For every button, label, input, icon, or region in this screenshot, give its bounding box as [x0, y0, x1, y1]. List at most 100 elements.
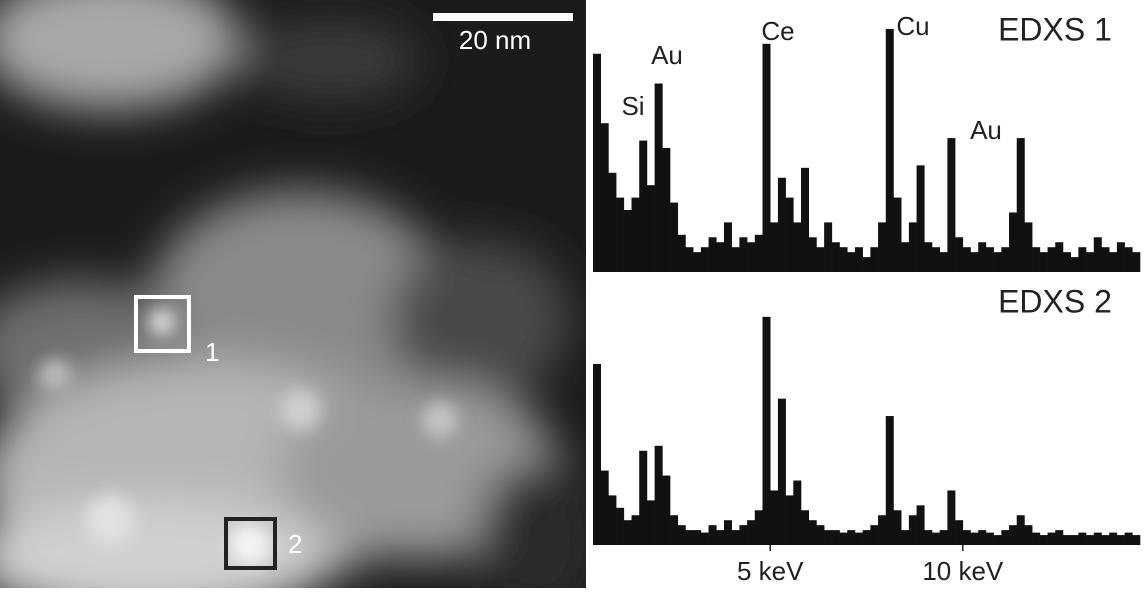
spectrum-bar	[1078, 532, 1087, 545]
spectrum-bar	[885, 416, 894, 545]
spectrum-bar	[1047, 247, 1056, 272]
spectrum-bar	[639, 140, 648, 272]
spectrum-bar	[993, 252, 1002, 272]
spectrum-bar	[870, 525, 879, 545]
spectrum-bar	[916, 505, 925, 545]
spectrum-bar	[1070, 535, 1079, 545]
spectrum-bar	[793, 480, 802, 545]
spectrum-bar	[1001, 247, 1010, 272]
spectrum-bar	[631, 197, 640, 272]
spectrum-bar	[839, 247, 848, 272]
spectrum-bar	[955, 237, 964, 272]
spectrum-bar	[731, 247, 740, 272]
scale-bar	[433, 13, 573, 21]
spectrum-bar	[1124, 247, 1133, 272]
spectrum-bar	[816, 247, 825, 272]
spectrum-bar	[670, 515, 679, 545]
spectrum-bar	[739, 237, 748, 272]
spectrum-bar	[1101, 247, 1110, 272]
spectrum-bar	[854, 247, 863, 272]
spectrum-bar	[962, 247, 971, 272]
spectrum-bar	[978, 242, 987, 272]
spectrum-bar	[670, 202, 679, 272]
x-tick-label: 10 keV	[922, 556, 1004, 586]
spectrum-bar	[693, 530, 702, 545]
spectrum-bar	[793, 222, 802, 272]
spectrum-bar	[747, 242, 756, 272]
spectrum-bar	[985, 247, 994, 272]
spectrum-bar	[808, 237, 817, 272]
spectrum-bar	[962, 530, 971, 545]
spectrum-bar	[600, 123, 609, 272]
spectrum-bar	[593, 53, 602, 273]
region-box	[224, 517, 277, 570]
spectrum-bar	[623, 210, 632, 272]
peak-label: Cu	[896, 11, 929, 41]
spectrum-bar	[970, 532, 979, 545]
spectrum-bar	[708, 237, 717, 272]
spectrum-bar	[993, 535, 1002, 545]
spectrum-bar	[847, 252, 856, 272]
spectrum-bar	[854, 532, 863, 545]
spectrum-bar	[616, 507, 625, 545]
spectrum-bar	[754, 510, 763, 545]
spectrum-bar	[600, 470, 609, 545]
spectrum-bar	[1039, 252, 1048, 272]
spectrum-bar	[1093, 237, 1102, 272]
spectrum-bar	[947, 138, 956, 272]
spectrum-bar	[947, 490, 956, 545]
spectrum-bar	[1009, 212, 1018, 272]
spectrum-bar	[646, 185, 655, 272]
stem-image: 20 nm 1 2	[0, 0, 586, 588]
x-tick-label: 5 keV	[737, 556, 804, 586]
image-particles	[39, 308, 458, 565]
spectrum-bar	[893, 510, 902, 545]
spectrum-bar	[847, 530, 856, 545]
spectrum-bar	[1109, 532, 1118, 545]
spectrum-bar	[700, 532, 709, 545]
spectrum-bar	[862, 530, 871, 545]
spectrum-bar	[824, 222, 833, 272]
spectrum-title: EDXS 2	[998, 283, 1112, 319]
spectrum-bar	[908, 515, 917, 545]
spectrum-bar	[1024, 525, 1033, 545]
peak-label: Au	[970, 115, 1002, 145]
spectrum-bar	[978, 530, 987, 545]
spectrum-bar	[616, 197, 625, 272]
spectrum-bar	[654, 83, 663, 273]
spectrum-bar	[808, 520, 817, 545]
spectrum-bar	[1055, 242, 1064, 272]
spectrum-bar	[685, 530, 694, 545]
spectrum-bar	[693, 252, 702, 272]
peak-label: Si	[621, 91, 644, 121]
spectrum-bar	[677, 525, 686, 545]
spectrum-bar	[1039, 535, 1048, 545]
spectrum-bar	[1055, 530, 1064, 545]
region-label: 1	[205, 337, 219, 367]
spectrum-bar	[1001, 530, 1010, 545]
spectrum-bar	[1062, 535, 1071, 545]
spectrum-bar	[1124, 532, 1133, 545]
spectrum-bar	[608, 495, 617, 545]
spectrum-bar	[1086, 535, 1095, 545]
spectrum-bar	[831, 242, 840, 272]
spectrum-bar	[1132, 535, 1141, 545]
spectrum-bar	[1024, 222, 1033, 272]
spectrum-bar	[939, 530, 948, 545]
spectrum-bar	[762, 43, 771, 273]
spectrum-bar	[862, 257, 871, 272]
spectrum-bar	[623, 520, 632, 545]
spectrum-bar	[608, 172, 617, 272]
spectrum-bar	[1093, 532, 1102, 545]
spectrum-bar	[708, 525, 717, 545]
spectrum-bar	[1062, 252, 1071, 272]
spectrum-bar	[646, 500, 655, 545]
spectrum-bar	[785, 197, 794, 272]
spectrum-bar	[677, 234, 686, 272]
spectrum-bar	[878, 222, 887, 272]
spectrum-bar	[1109, 252, 1118, 272]
spectrum-bar	[1132, 252, 1141, 272]
spectrum-bar	[824, 530, 833, 545]
peak-label: Au	[651, 40, 683, 70]
spectrum-bar	[593, 363, 602, 545]
